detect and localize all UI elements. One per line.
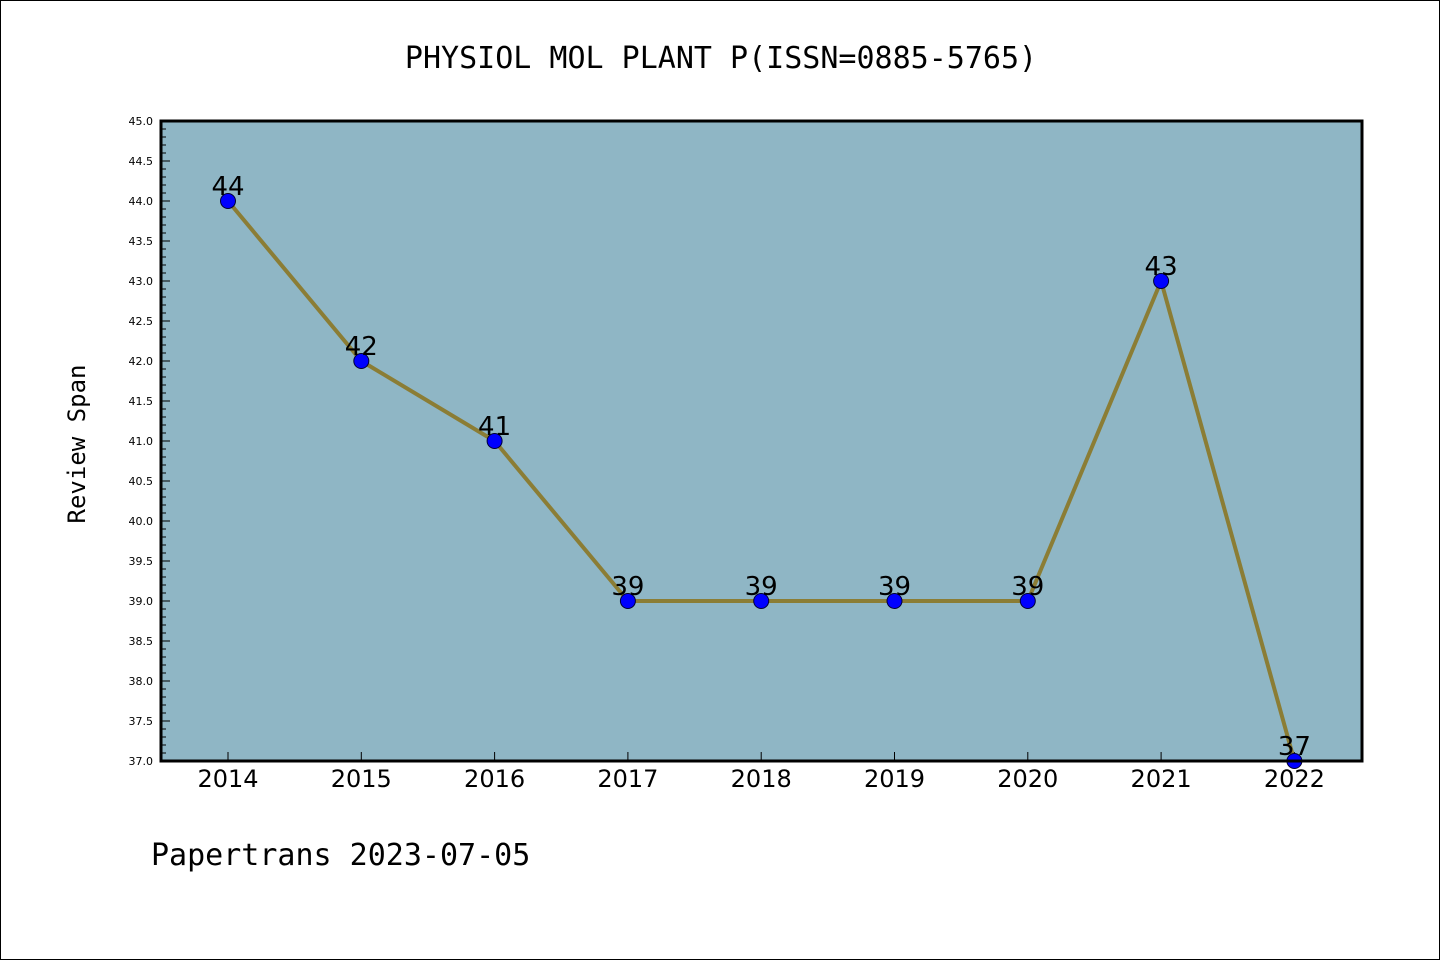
data-label: 44 <box>211 172 244 202</box>
data-label: 37 <box>1278 732 1311 762</box>
y-tick-label: 40.5 <box>129 475 154 488</box>
x-tick-label: 2020 <box>997 765 1058 793</box>
x-tick-label: 2022 <box>1264 765 1325 793</box>
x-tick-label: 2014 <box>197 765 258 793</box>
y-tick-label: 44.5 <box>129 155 154 168</box>
y-tick-label: 45.0 <box>129 115 154 128</box>
data-label: 42 <box>345 332 378 362</box>
plot-area <box>161 121 1362 761</box>
data-point-marker <box>486 433 503 449</box>
data-point-marker <box>619 593 636 609</box>
x-tick-label: 2019 <box>864 765 925 793</box>
y-tick-label: 44.0 <box>129 195 154 208</box>
data-label: 41 <box>478 412 511 442</box>
y-tick-label: 41.0 <box>129 435 154 448</box>
data-label: 39 <box>1011 572 1044 602</box>
data-point-marker <box>220 193 236 209</box>
y-tick-label: 37.5 <box>129 715 154 728</box>
plot-frame <box>159 119 1364 763</box>
y-axis: 37.0 37.5 38.0 38.5 39.0 39.5 40.0 40.5 41.0 41.5… <box>129 115 170 768</box>
data-point-marker <box>1019 593 1036 609</box>
y-axis-label: Review Span <box>63 365 91 524</box>
footer-text: Papertrans 2023-07-05 <box>151 838 530 873</box>
y-tick-label: 39.5 <box>129 555 154 568</box>
y-tick-label: 38.0 <box>129 675 154 688</box>
x-tick-label: 2018 <box>731 765 792 793</box>
data-label: 39 <box>611 572 644 602</box>
data-label: 39 <box>745 572 778 602</box>
x-tick-label: 2021 <box>1131 765 1192 793</box>
y-tick-label: 43.5 <box>129 235 154 248</box>
data-label: 43 <box>1145 252 1178 282</box>
x-tick-label: 2015 <box>331 765 392 793</box>
x-tick-label: 2017 <box>597 765 658 793</box>
data-point-marker <box>886 593 903 609</box>
y-tick-label: 42.0 <box>129 355 154 368</box>
y-tick-label: 38.5 <box>129 635 154 648</box>
y-tick-label: 39.0 <box>129 595 154 608</box>
data-label: 39 <box>878 572 911 602</box>
x-axis: 2014 2015 2016 2017 2018 2019 2020 2021 2022 <box>197 752 1325 793</box>
chart-title: PHYSIOL MOL PLANT P(ISSN=0885-5765) <box>405 41 1037 76</box>
data-point-marker <box>753 593 770 609</box>
data-point-marker <box>1153 273 1170 289</box>
data-labels: 44 42 41 39 39 39 39 43 37 <box>211 172 1310 762</box>
data-point-marker <box>353 353 370 369</box>
y-tick-label: 43.0 <box>129 275 154 288</box>
y-tick-label: 41.5 <box>129 395 154 408</box>
y-tick-label: 42.5 <box>129 315 154 328</box>
y-tick-label: 37.0 <box>129 755 154 768</box>
x-tick-label: 2016 <box>464 765 525 793</box>
y-tick-label: 40.0 <box>129 515 154 528</box>
